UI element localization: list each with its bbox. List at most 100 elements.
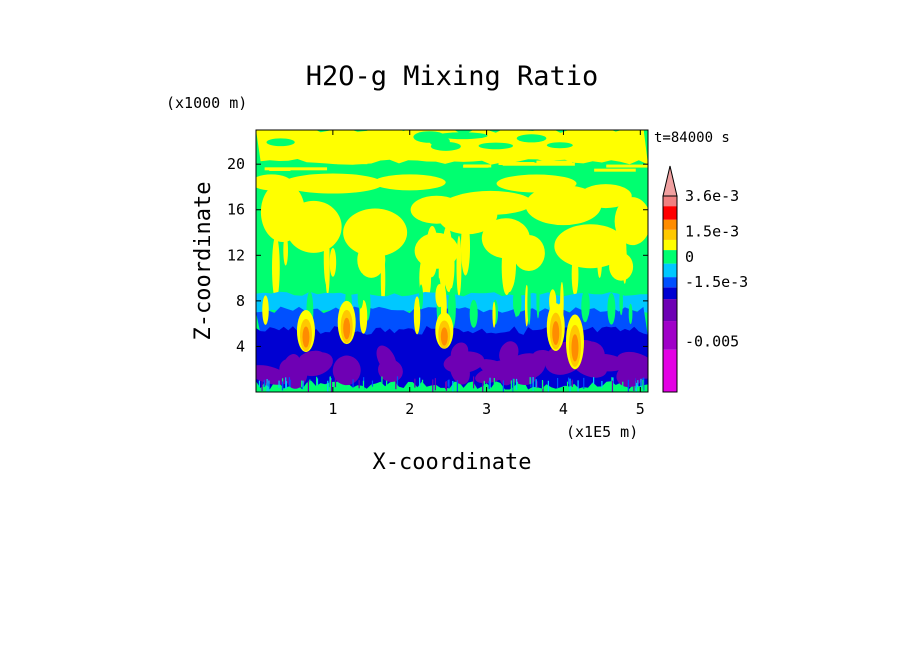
surface-streak xyxy=(493,377,495,385)
surface-streak xyxy=(278,380,280,388)
surface-streak xyxy=(516,381,518,392)
surface-streak xyxy=(258,380,261,387)
surface-streak xyxy=(489,377,491,389)
colorbar-swatch xyxy=(663,196,677,207)
y-tick-label: 4 xyxy=(236,337,245,355)
surface-streak xyxy=(577,380,579,392)
surface-streak xyxy=(261,381,263,392)
surface-streak xyxy=(627,379,629,392)
y-tick-label: 8 xyxy=(236,292,245,310)
updraft-filament xyxy=(469,299,478,328)
surface-streak xyxy=(636,376,638,383)
surface-streak xyxy=(483,380,485,391)
moist-filament xyxy=(622,241,627,284)
surface-streak xyxy=(510,380,512,392)
chart-title: H2O-g Mixing Ratio xyxy=(306,61,599,92)
surface-streak xyxy=(266,379,268,392)
updraft-filament xyxy=(262,295,269,325)
surface-streak xyxy=(414,378,416,388)
colorbar-label: 3.6e-3 xyxy=(685,187,739,205)
surface-streak xyxy=(640,378,642,388)
updraft-filament xyxy=(435,284,444,308)
moist-streak xyxy=(269,167,291,171)
plume-core xyxy=(571,334,579,362)
plume-core xyxy=(302,326,310,348)
updraft-filament xyxy=(607,292,616,325)
purple-cell xyxy=(532,349,555,365)
moist-cloud-blob xyxy=(285,200,342,253)
updraft-filament xyxy=(536,275,540,319)
colorbar-swatch xyxy=(663,321,677,350)
moist-streak xyxy=(502,162,575,166)
x-tick-label: 1 xyxy=(328,400,337,418)
surface-streak xyxy=(472,376,475,389)
updraft-filament xyxy=(581,290,590,323)
updraft-filament xyxy=(512,286,522,317)
moist-streak xyxy=(606,164,648,168)
moist-cloud-blob xyxy=(256,174,292,191)
moist-filament xyxy=(443,238,455,293)
x-tick-label: 4 xyxy=(559,400,568,418)
surface-streak xyxy=(419,377,421,387)
x-tick-label: 3 xyxy=(482,400,491,418)
x-axis-label: X-coordinate xyxy=(373,450,532,475)
colorbar-label: -1.5e-3 xyxy=(685,273,748,291)
heatmap-field xyxy=(256,130,648,392)
moist-cloud-blob xyxy=(496,174,577,193)
moist-filament xyxy=(425,245,437,278)
surface-streak xyxy=(532,377,534,391)
dry-gap xyxy=(546,142,573,149)
x-tick-label: 2 xyxy=(405,400,414,418)
purple-cell xyxy=(298,350,324,365)
moist-filament xyxy=(460,217,471,276)
surface-streak xyxy=(447,380,449,387)
surface-streak xyxy=(566,381,569,392)
surface-streak xyxy=(601,381,603,388)
colorbar-swatch xyxy=(663,239,677,251)
surface-streak xyxy=(386,380,388,388)
surface-streak xyxy=(445,381,448,391)
colorbar-swatch xyxy=(663,250,677,264)
updraft-filament xyxy=(359,299,368,334)
moist-filament xyxy=(438,248,446,295)
plume-core xyxy=(343,317,351,340)
surface-streak xyxy=(541,380,544,389)
surface-streak xyxy=(358,380,360,389)
surface-streak xyxy=(352,379,354,388)
surface-streak xyxy=(281,381,284,391)
updraft-filament xyxy=(527,280,531,325)
colorbar-swatch xyxy=(663,287,677,300)
moist-filament xyxy=(323,230,330,286)
surface-streak xyxy=(482,380,484,392)
colorbar-label: 1.5e-3 xyxy=(685,222,739,240)
moist-filament xyxy=(368,228,378,271)
surface-streak xyxy=(395,378,397,390)
surface-streak xyxy=(263,379,265,387)
moist-filament xyxy=(329,247,337,277)
y-unit-label: (x1000 m) xyxy=(166,94,247,112)
surface-streak xyxy=(316,378,319,386)
surface-streak xyxy=(334,376,337,388)
surface-streak xyxy=(421,379,424,387)
surface-streak xyxy=(434,378,436,391)
surface-streak xyxy=(513,378,515,392)
purple-cell xyxy=(376,345,397,374)
surface-streak xyxy=(642,379,644,392)
plume-core xyxy=(440,327,448,346)
dry-gap xyxy=(437,132,488,140)
moist-filament xyxy=(571,252,579,296)
colorbar-frame xyxy=(662,195,678,393)
surface-streak xyxy=(448,379,450,389)
colorbar-swatch xyxy=(663,277,677,288)
moist-cloud-blob xyxy=(579,184,632,209)
x-unit-label: (x1E5 m) xyxy=(566,423,638,441)
dry-gap xyxy=(478,142,514,150)
purple-cell xyxy=(283,354,301,378)
moist-filament xyxy=(597,244,602,278)
surface-streak xyxy=(285,377,287,389)
y-axis-ticks: 4 8 12 16 20 xyxy=(227,155,648,355)
colorbar-swatch xyxy=(663,263,677,278)
surface-streak xyxy=(330,380,333,392)
x-tick-label: 5 xyxy=(636,400,645,418)
moist-streak xyxy=(594,168,636,172)
